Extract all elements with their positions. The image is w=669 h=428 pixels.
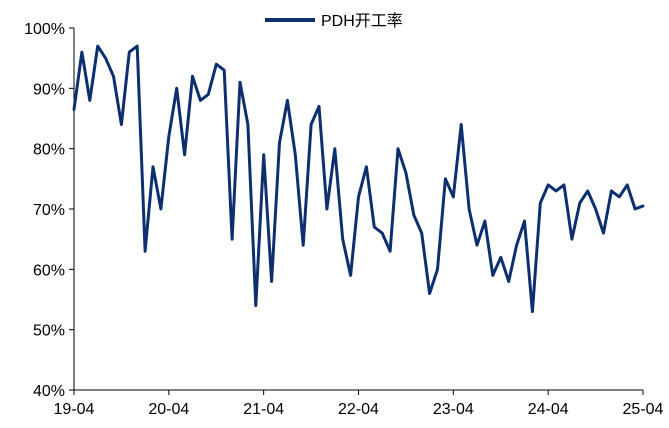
- x-tick-label: 19-04: [54, 401, 95, 418]
- x-tick-label: 25-04: [623, 401, 664, 418]
- x-tick-label: 21-04: [243, 401, 284, 418]
- series-line: [72, 44, 645, 314]
- y-tick-label: 70%: [33, 202, 65, 219]
- x-tick-label: 20-04: [148, 401, 189, 418]
- y-tick-label: 90%: [33, 81, 65, 98]
- y-tick-label: 60%: [33, 262, 65, 279]
- y-tick-label: 100%: [24, 21, 65, 38]
- axes: [69, 27, 644, 395]
- x-tick-label: 23-04: [433, 401, 474, 418]
- series-lines: [72, 44, 645, 314]
- y-tick-label: 50%: [33, 323, 65, 340]
- legend: PDH开工率: [265, 12, 403, 30]
- x-tick-label: 22-04: [338, 401, 379, 418]
- legend-label: PDH开工率: [321, 12, 403, 30]
- y-tick-label: 40%: [33, 383, 65, 400]
- x-tick-label: 24-04: [528, 401, 569, 418]
- y-tick-label: 80%: [33, 142, 65, 159]
- tick-labels: 40% 50% 60% 70% 80% 90% 100% 19-04 20-04 21-04 22-…: [24, 21, 663, 418]
